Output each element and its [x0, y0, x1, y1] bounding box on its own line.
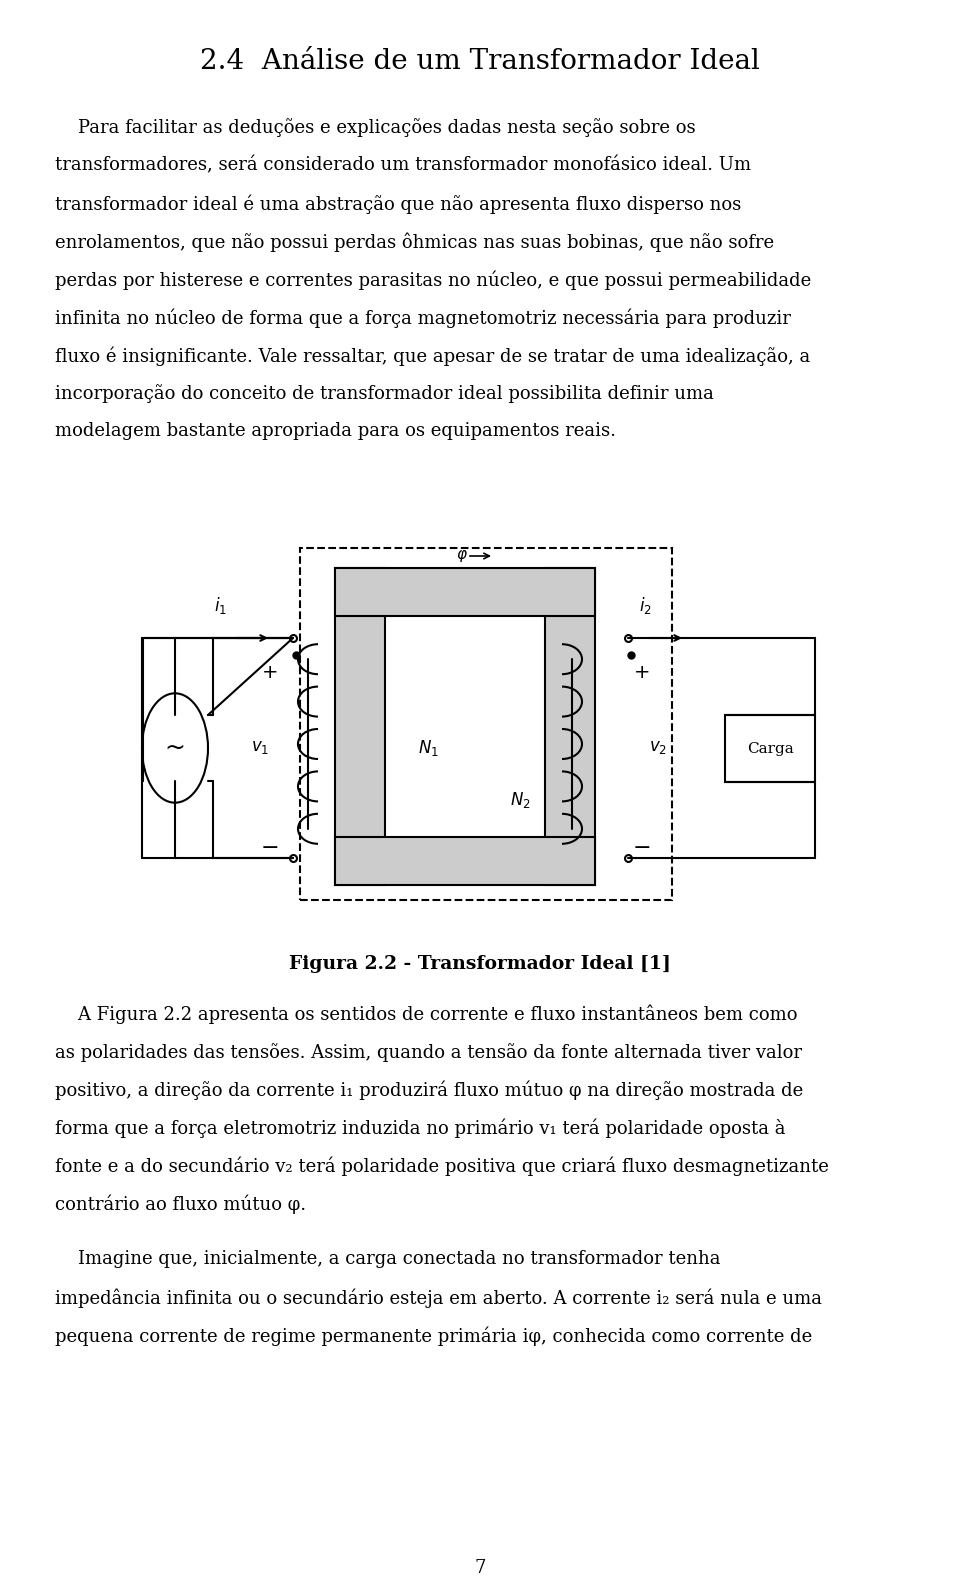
Text: −: −: [633, 838, 651, 858]
Text: pequena corrente de regime permanente primária iφ, conhecida como corrente de: pequena corrente de regime permanente pr…: [55, 1325, 812, 1346]
Text: infinita no núcleo de forma que a força magnetomotriz necessária para produzir: infinita no núcleo de forma que a força …: [55, 309, 791, 328]
Text: incorporação do conceito de transformador ideal possibilita definir uma: incorporação do conceito de transformado…: [55, 383, 714, 403]
Text: transformadores, será considerado um transformador monofásico ideal. Um: transformadores, será considerado um tra…: [55, 156, 751, 173]
Text: fonte e a do secundário v₂ terá polaridade positiva que criará fluxo desmagnetiz: fonte e a do secundário v₂ terá polarida…: [55, 1157, 828, 1176]
Bar: [545, 568, 595, 885]
Text: A Figura 2.2 apresenta os sentidos de corrente e fluxo instantâneos bem como: A Figura 2.2 apresenta os sentidos de co…: [55, 1006, 798, 1025]
Bar: [335, 837, 595, 885]
Bar: [725, 714, 815, 783]
Text: $N_1$: $N_1$: [418, 738, 439, 757]
Text: modelagem bastante apropriada para os equipamentos reais.: modelagem bastante apropriada para os eq…: [55, 422, 616, 441]
Text: perdas por histerese e correntes parasitas no núcleo, e que possui permeabilidad: perdas por histerese e correntes parasit…: [55, 270, 811, 290]
Circle shape: [142, 694, 208, 803]
Text: transformador ideal é uma abstração que não apresenta fluxo disperso nos: transformador ideal é uma abstração que …: [55, 194, 741, 213]
Text: 7: 7: [474, 1559, 486, 1577]
Text: positivo, a direção da corrente i₁ produzirá fluxo mútuo φ na direção mostrada d: positivo, a direção da corrente i₁ produ…: [55, 1080, 804, 1101]
Text: forma que a força eletromotriz induzida no primário v₁ terá polaridade oposta à: forma que a força eletromotriz induzida …: [55, 1118, 785, 1139]
Text: +: +: [634, 662, 650, 681]
Text: Imagine que, inicialmente, a carga conectada no transformador tenha: Imagine que, inicialmente, a carga conec…: [55, 1251, 721, 1268]
Text: contrário ao fluxo mútuo φ.: contrário ao fluxo mútuo φ.: [55, 1195, 306, 1214]
Text: fluxo é insignificante. Vale ressaltar, que apesar de se tratar de uma idealizaç: fluxo é insignificante. Vale ressaltar, …: [55, 345, 810, 366]
Text: 2.4  Análise de um Transformador Ideal: 2.4 Análise de um Transformador Ideal: [200, 48, 760, 75]
Text: $i_1$: $i_1$: [213, 595, 227, 616]
Text: Figura 2.2 - Transformador Ideal [1]: Figura 2.2 - Transformador Ideal [1]: [289, 955, 671, 974]
Text: Carga: Carga: [747, 741, 793, 756]
Text: $N_2$: $N_2$: [510, 791, 530, 810]
Text: $v_2$: $v_2$: [649, 740, 667, 756]
Text: Para facilitar as deduções e explicações dadas nesta seção sobre os: Para facilitar as deduções e explicações…: [55, 118, 696, 137]
Text: $v_1$: $v_1$: [251, 740, 269, 756]
Text: enrolamentos, que não possui perdas ôhmicas nas suas bobinas, que não sofre: enrolamentos, que não possui perdas ôhmi…: [55, 232, 774, 251]
Text: $i_2$: $i_2$: [638, 595, 652, 616]
Bar: [300, 547, 672, 901]
Text: $\varphi$: $\varphi$: [456, 547, 468, 563]
Bar: [335, 568, 385, 885]
Text: as polaridades das tensões. Assim, quando a tensão da fonte alternada tiver valo: as polaridades das tensões. Assim, quand…: [55, 1044, 802, 1061]
Bar: [335, 568, 595, 616]
Text: −: −: [261, 838, 279, 858]
Text: ~: ~: [164, 737, 185, 760]
Text: +: +: [262, 662, 278, 681]
Text: impedância infinita ou o secundário esteja em aberto. A corrente i₂ será nula e : impedância infinita ou o secundário este…: [55, 1289, 822, 1308]
